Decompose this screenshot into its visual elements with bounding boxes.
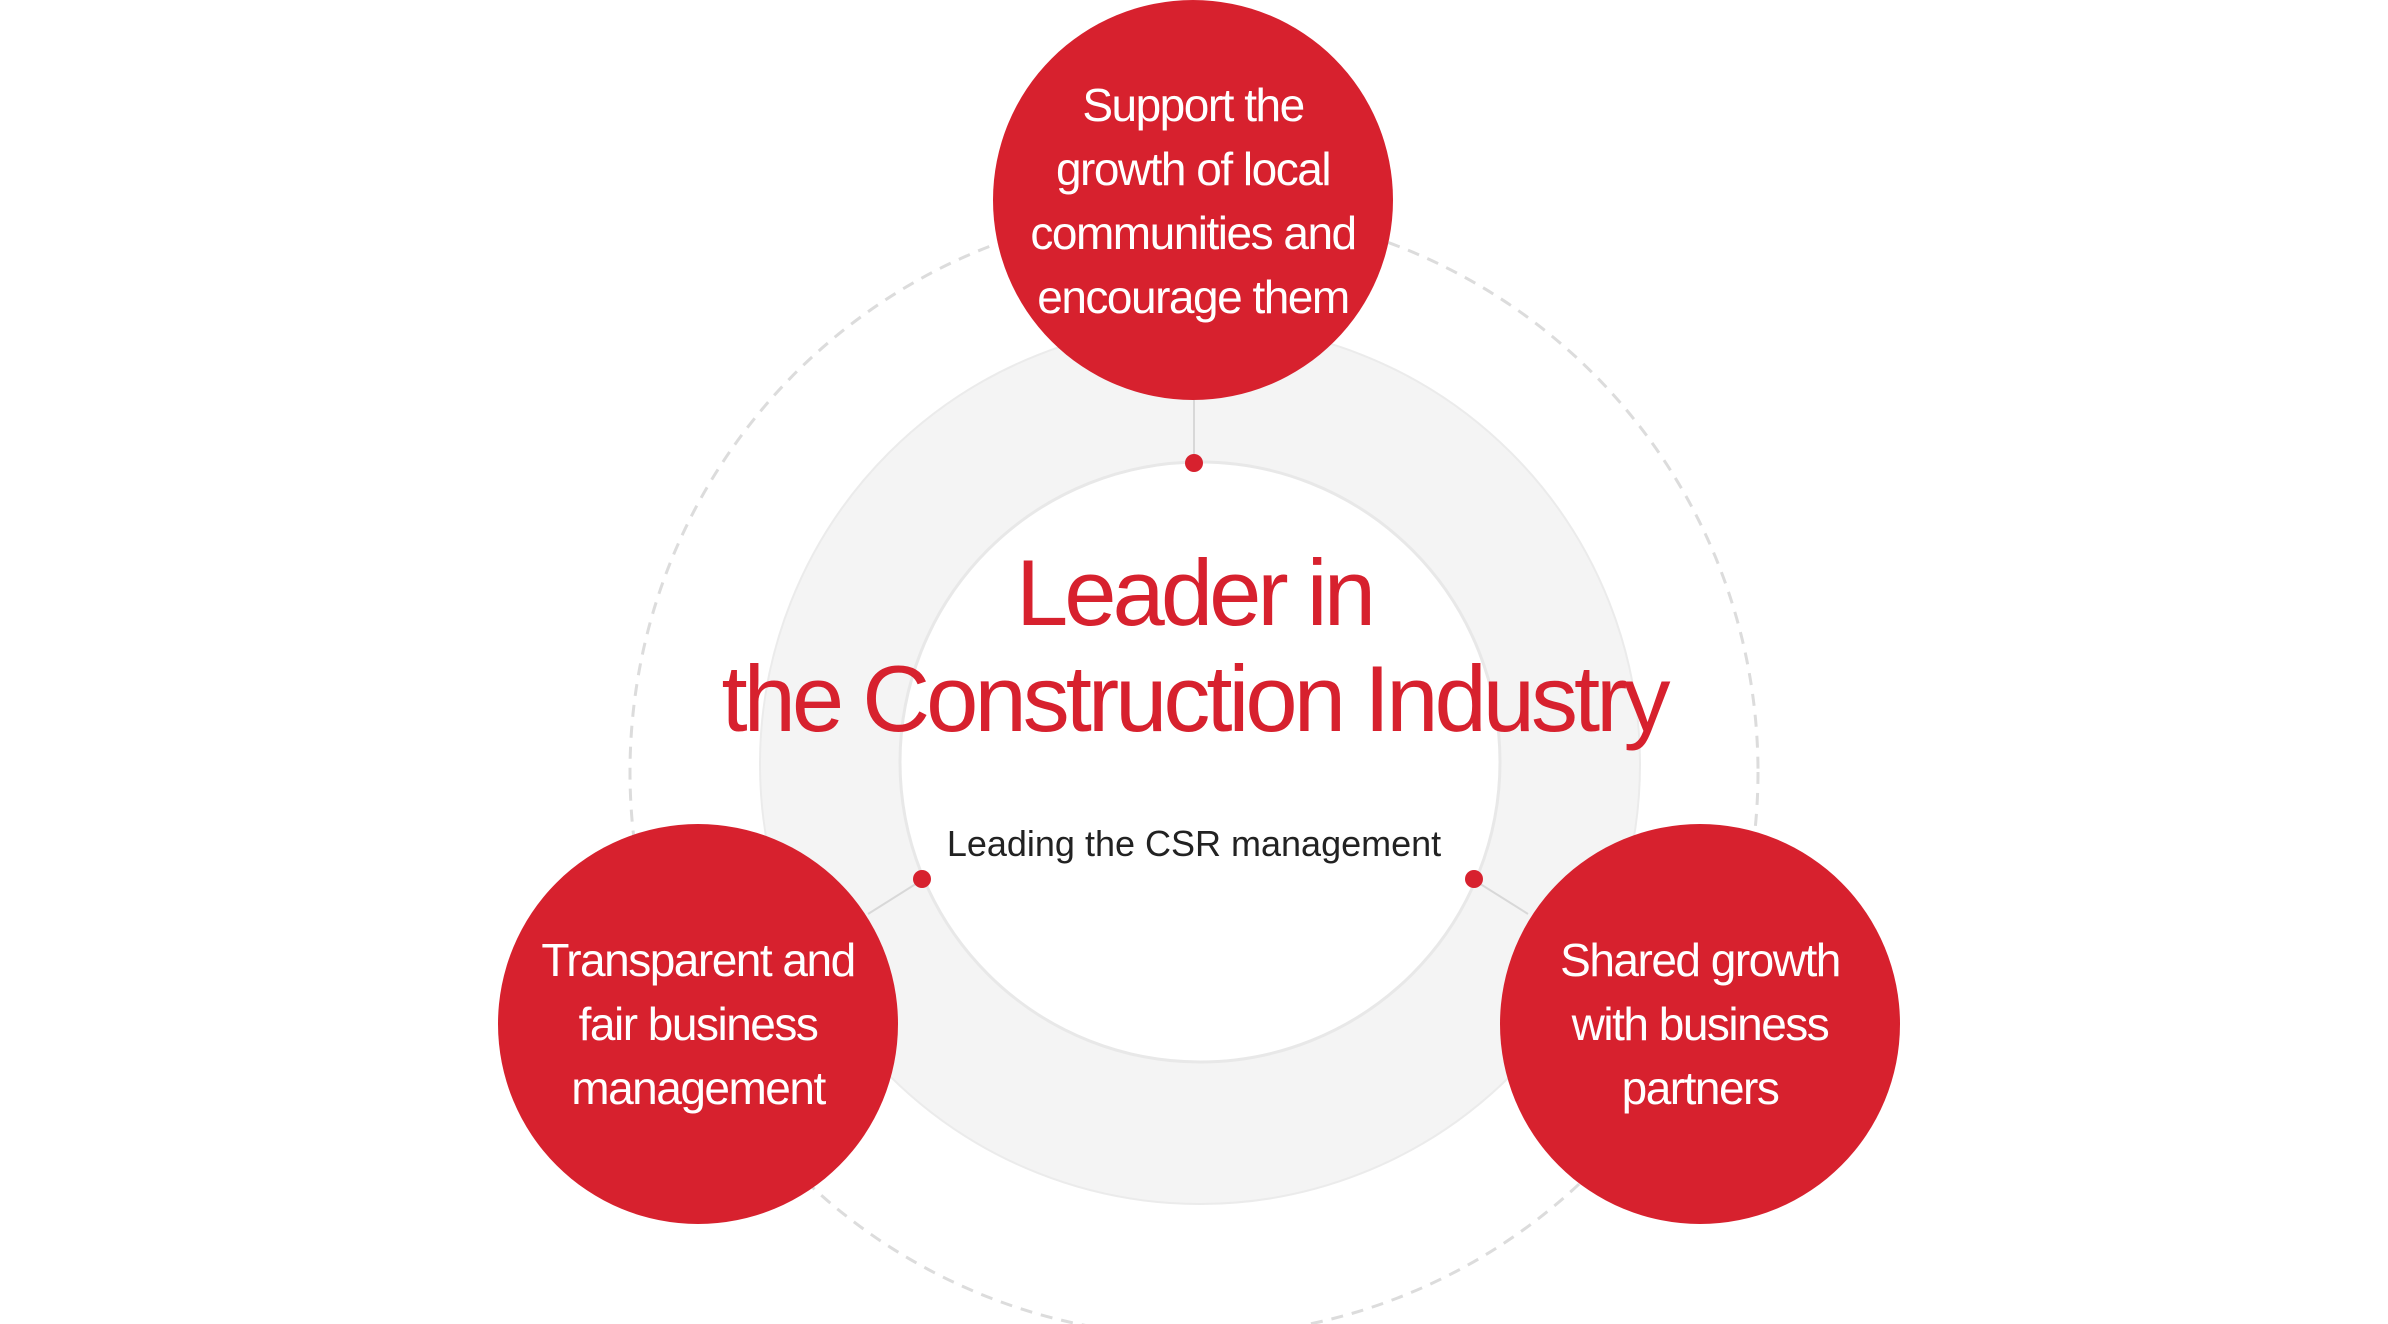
bubble-top-line-1: Support the xyxy=(1082,79,1305,131)
bubble-top-line-3: communities and xyxy=(1030,207,1357,259)
bubble-left-line-1: Transparent and xyxy=(541,934,856,986)
connector-line-left xyxy=(867,879,923,915)
bubble-transparent-management-text: Transparent and fair business management xyxy=(541,928,856,1120)
bubble-top-line-2: growth of local xyxy=(1055,143,1332,195)
connector-dot-right xyxy=(1465,870,1483,888)
bubble-local-communities: Support the growth of local communities … xyxy=(993,0,1393,400)
bubble-right-line-3: partners xyxy=(1621,1062,1780,1114)
bubble-shared-growth: Shared growth with business partners xyxy=(1500,824,1900,1224)
center-title: Leader in the Construction Industry xyxy=(594,540,1794,752)
bubble-transparent-management: Transparent and fair business management xyxy=(498,824,898,1224)
connector-line-right xyxy=(1473,879,1529,915)
bubble-right-line-1: Shared growth xyxy=(1560,934,1841,986)
center-title-line-1: Leader in xyxy=(1016,540,1376,645)
bubble-left-line-3: management xyxy=(571,1062,826,1114)
bubble-shared-growth-text: Shared growth with business partners xyxy=(1560,928,1841,1120)
center-subtitle: Leading the CSR management xyxy=(946,823,1442,864)
center-title-line-2: the Construction Industry xyxy=(721,646,1671,751)
connector-dot-top xyxy=(1185,454,1203,472)
bubble-left-line-2: fair business xyxy=(578,998,819,1050)
bubble-right-line-2: with business xyxy=(1571,998,1830,1050)
bubble-local-communities-text: Support the growth of local communities … xyxy=(1030,73,1357,329)
connector-dot-left xyxy=(913,870,931,888)
bubble-top-line-4: encourage them xyxy=(1037,271,1350,323)
